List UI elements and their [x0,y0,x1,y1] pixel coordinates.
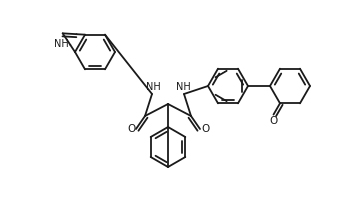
Text: NH: NH [146,82,160,92]
Text: NH: NH [54,39,69,49]
Text: O: O [201,124,209,134]
Text: O: O [127,124,135,134]
Text: NH: NH [176,82,190,92]
Text: O: O [269,116,278,126]
